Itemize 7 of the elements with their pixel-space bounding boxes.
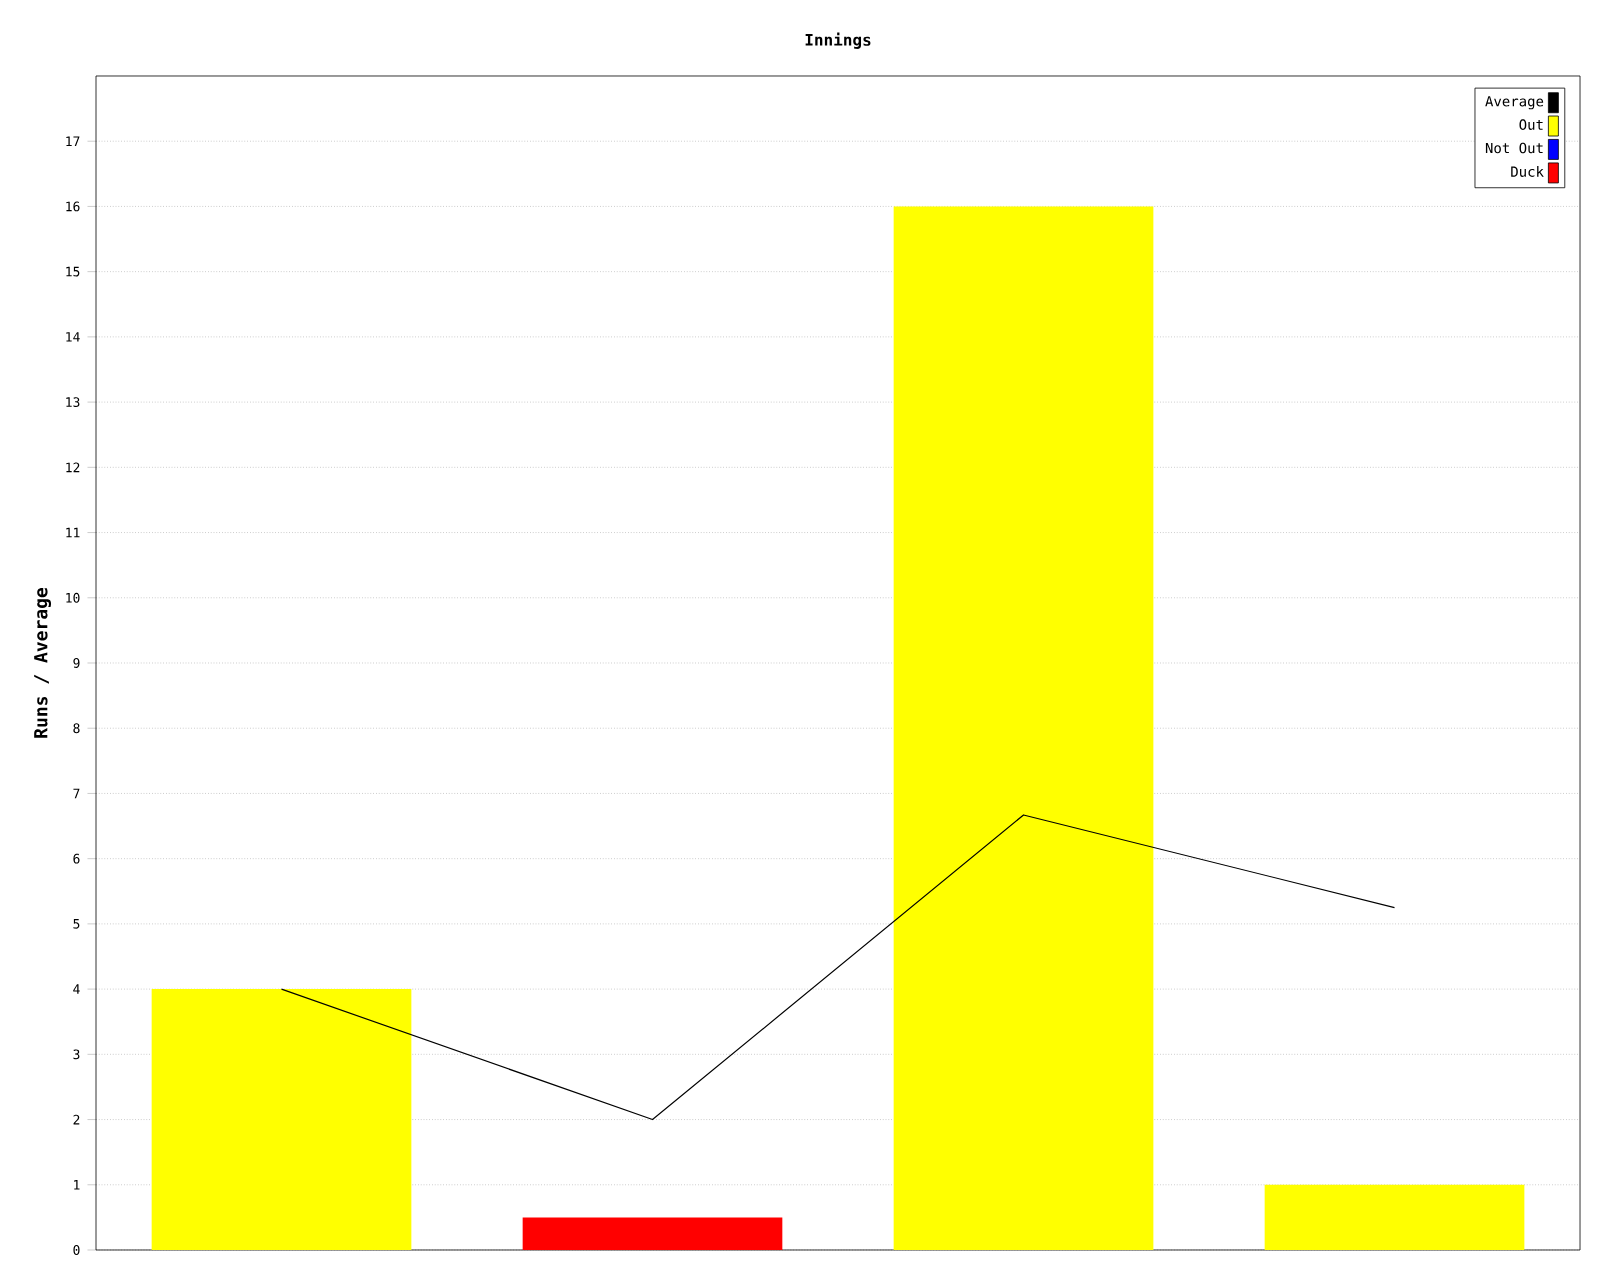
bar [522,1217,783,1250]
bar [893,206,1154,1250]
chart-title: Innings [805,32,871,49]
bar [151,989,412,1250]
bar [1264,1184,1525,1250]
y-axis-title: Runs / Average [34,587,52,738]
line-series [280,814,1396,1121]
